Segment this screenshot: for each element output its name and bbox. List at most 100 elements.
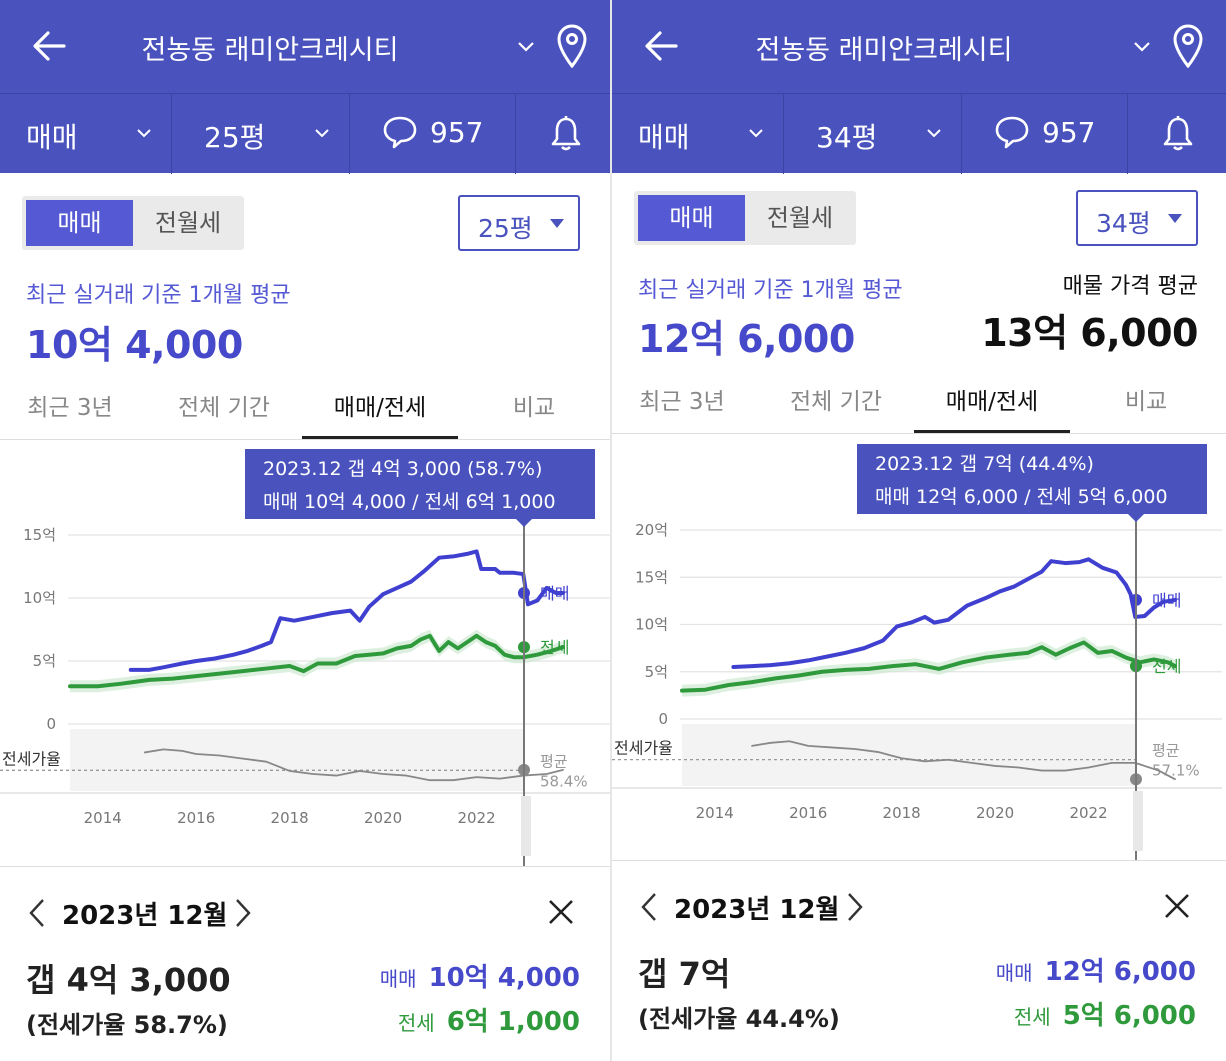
tooltip-pointer xyxy=(1128,514,1144,522)
size-dropdown[interactable]: 34평 xyxy=(784,94,962,174)
tooltip-pointer xyxy=(516,519,532,527)
scroll-handle[interactable] xyxy=(1133,791,1143,851)
period-tabs: 최근 3년 전체 기간 매매/전세 비교 xyxy=(612,364,1226,434)
chevron-right-icon[interactable] xyxy=(232,897,254,929)
size-select[interactable]: 25평 xyxy=(458,195,580,251)
bell-icon xyxy=(551,116,581,151)
chevron-left-icon[interactable] xyxy=(26,897,48,929)
deal-type-dropdown[interactable]: 매매 xyxy=(0,94,172,174)
size-dropdown[interactable]: 25평 xyxy=(172,94,350,174)
size-select-value: 34평 xyxy=(1096,209,1151,238)
series-line-jeonse xyxy=(68,633,565,689)
period-tabs: 최근 3년 전체 기간 매매/전세 비교 xyxy=(0,370,610,440)
chevron-down-icon xyxy=(315,129,329,138)
location-pin-icon[interactable] xyxy=(1172,24,1204,68)
comments-button[interactable]: 957 xyxy=(962,94,1128,174)
segment-rent[interactable]: 전월세 xyxy=(766,204,834,232)
tab-all-period[interactable]: 전체 기간 xyxy=(178,395,270,421)
right-panel: 전농동 래미안크레시티 매매 34평 957 매매 전월세 34평 최근 실거래… xyxy=(612,0,1226,1061)
close-icon[interactable] xyxy=(548,899,574,925)
scroll-handle[interactable] xyxy=(521,796,531,856)
size-select[interactable]: 34평 xyxy=(1076,190,1198,246)
x-tick-label: 2016 xyxy=(177,809,215,827)
tab-sale-jeonse[interactable]: 매매/전세 xyxy=(945,389,1039,415)
app-header: 전농동 래미안크레시티 xyxy=(0,0,610,93)
detail-date: 2023년 12월 xyxy=(62,901,228,931)
price-chart[interactable]: 15억 10억 5억 0 2014 2016 2018 2020 2022 전세가율 평균 58.4%… xyxy=(0,441,610,866)
tooltip-line: 매매 12억 6,000 / 전세 5억 6,000 xyxy=(875,486,1168,508)
ratio-band xyxy=(70,729,524,791)
filter-bar: 매매 25평 957 xyxy=(0,93,610,174)
tooltip-line: 매매 10억 4,000 / 전세 6억 1,000 xyxy=(263,491,556,513)
x-tick-label: 2014 xyxy=(696,804,734,822)
back-arrow-icon[interactable] xyxy=(30,24,70,68)
filter-bar: 매매 34평 957 xyxy=(612,93,1226,174)
tooltip-box xyxy=(857,444,1207,514)
series-line-sale xyxy=(731,557,1177,670)
chevron-down-icon[interactable] xyxy=(1132,36,1152,56)
recent-avg-price: 10억 4,000 xyxy=(26,323,243,367)
tab-recent-3y[interactable]: 최근 3년 xyxy=(27,395,113,421)
alarm-button[interactable] xyxy=(516,94,610,174)
jeonse-ratio: (전세가율 44.4%) xyxy=(638,1005,840,1033)
sale-price-row: 매매 12억 6,000 xyxy=(996,951,1196,988)
deal-type-label: 매매 xyxy=(26,121,78,154)
tab-compare[interactable]: 비교 xyxy=(1124,389,1168,415)
jeonse-label: 전세 xyxy=(397,1011,435,1035)
recent-avg-price: 12억 6,000 xyxy=(638,317,855,361)
active-tab-underline xyxy=(914,430,1070,433)
segment-rent[interactable]: 전월세 xyxy=(154,209,222,237)
tooltip-line: 2023.12 갭 7억 (44.4%) xyxy=(875,453,1094,475)
series-line-sale xyxy=(128,549,565,672)
tab-compare[interactable]: 비교 xyxy=(512,395,556,421)
tab-recent-3y[interactable]: 최근 3년 xyxy=(639,389,725,415)
sale-price-row: 매매 10억 4,000 xyxy=(380,957,580,994)
left-panel: 전농동 래미안크레시티 매매 25평 957 매매 전월세 25평 최근 실거래… xyxy=(0,0,610,1061)
listing-avg-caption: 매물 가격 평균 xyxy=(1062,274,1198,299)
chevron-right-icon[interactable] xyxy=(844,891,866,923)
bell-icon xyxy=(1163,116,1193,151)
segment-sale[interactable]: 매매 xyxy=(638,195,745,241)
size-label: 25평 xyxy=(204,121,266,154)
jeonse-price-row: 전세 6억 1,000 xyxy=(398,1001,580,1038)
y-tick-label: 20억 xyxy=(635,521,668,539)
series-label: 전세 xyxy=(540,638,569,657)
segment-sale[interactable]: 매매 xyxy=(26,200,133,246)
series-label: 매매 xyxy=(1152,591,1181,610)
caret-down-icon xyxy=(550,219,564,228)
sale-label: 매매 xyxy=(995,961,1033,985)
series-line-ratio xyxy=(751,740,1176,781)
close-icon[interactable] xyxy=(1164,893,1190,919)
deal-type-label: 매매 xyxy=(638,121,690,154)
y-tick-label: 5억 xyxy=(645,663,668,681)
chevron-left-icon[interactable] xyxy=(638,891,660,923)
jeonse-price-row: 전세 5억 6,000 xyxy=(1014,995,1196,1032)
jeonse-label: 전세 xyxy=(1013,1005,1051,1029)
listing-avg-price: 13억 6,000 xyxy=(981,311,1198,355)
alarm-button[interactable] xyxy=(1128,94,1226,174)
jeonse-value: 5억 6,000 xyxy=(1062,1001,1196,1031)
chat-bubble-icon xyxy=(383,116,417,149)
gap-amount: 갭 4억 3,000 xyxy=(26,961,231,999)
apartment-title[interactable]: 전농동 래미안크레시티 xyxy=(755,35,1013,66)
x-tick-label: 2022 xyxy=(457,809,495,827)
series-line-jeonse xyxy=(680,640,1177,693)
y-tick-label: 10억 xyxy=(23,589,56,607)
series-label: 전세 xyxy=(1152,657,1181,676)
deal-segment: 매매 전월세 xyxy=(22,196,244,250)
tab-all-period[interactable]: 전체 기간 xyxy=(790,389,882,415)
comments-button[interactable]: 957 xyxy=(350,94,516,174)
apartment-title[interactable]: 전농동 래미안크레시티 xyxy=(141,35,399,66)
ratio-axis-label: 전세가율 xyxy=(614,739,673,758)
location-pin-icon[interactable] xyxy=(556,24,588,68)
chevron-down-icon[interactable] xyxy=(516,36,536,56)
deal-type-dropdown[interactable]: 매매 xyxy=(612,94,784,174)
y-tick-label: 15억 xyxy=(635,568,668,586)
ratio-average-value: 57.1% xyxy=(1152,762,1200,780)
price-chart[interactable]: 20억 15억 10억 5억 0 2014 2016 2018 2020 2022 전세가율 평균 57… xyxy=(612,436,1222,861)
recent-avg-caption: 최근 실거래 기준 1개월 평균 xyxy=(638,278,903,303)
comment-count: 957 xyxy=(1042,116,1096,149)
ratio-axis-label: 전세가율 xyxy=(2,749,61,768)
back-arrow-icon[interactable] xyxy=(642,24,682,68)
tab-sale-jeonse[interactable]: 매매/전세 xyxy=(333,395,427,421)
